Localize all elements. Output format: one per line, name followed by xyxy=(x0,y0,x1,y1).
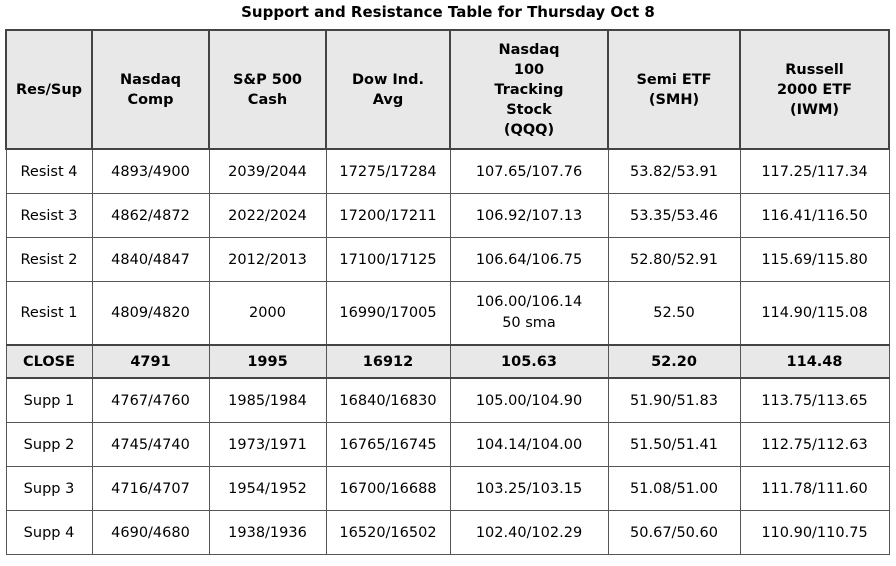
cell-value: 106.00/106.14 xyxy=(475,294,583,310)
cell: 1995 xyxy=(208,344,327,379)
table-row: Supp 2 4745/4740 1973/1971 16765/16745 1… xyxy=(5,422,890,467)
cell: 110.90/110.75 xyxy=(739,510,890,555)
cell: 4840/4847 xyxy=(91,237,210,282)
cell: 53.35/53.46 xyxy=(607,193,741,238)
cell: 51.08/51.00 xyxy=(607,466,741,511)
cell: 114.90/115.08 xyxy=(739,281,890,346)
cell: 106.92/107.13 xyxy=(449,193,609,238)
close-row: CLOSE 4791 1995 16912 105.63 52.20 114.4… xyxy=(5,344,890,379)
cell: 2022/2024 xyxy=(208,193,327,238)
cell: 16765/16745 xyxy=(325,422,451,467)
cell: 50.67/50.60 xyxy=(607,510,741,555)
cell: 4893/4900 xyxy=(91,148,210,194)
support-resistance-table: Res/Sup Nasdaq Comp S&P 500 Cash Dow Ind. A… xyxy=(5,29,890,555)
cell: 107.65/107.76 xyxy=(449,148,609,194)
row-label: Supp 4 xyxy=(5,510,93,555)
cell: 104.14/104.00 xyxy=(449,422,609,467)
table-title: Support and Resistance Table for Thursda… xyxy=(241,3,655,21)
cell: 52.50 xyxy=(607,281,741,346)
cell: 53.82/53.91 xyxy=(607,148,741,194)
cell: 17200/17211 xyxy=(325,193,451,238)
header-qqq: Nasdaq 100 Tracking Stock (QQQ) xyxy=(449,29,609,150)
cell: 2000 xyxy=(208,281,327,346)
cell: 2039/2044 xyxy=(208,148,327,194)
cell: 103.25/103.15 xyxy=(449,466,609,511)
cell: 1954/1952 xyxy=(208,466,327,511)
cell: 16840/16830 xyxy=(325,377,451,423)
cell: 112.75/112.63 xyxy=(739,422,890,467)
table-row: Resist 4 4893/4900 2039/2044 17275/17284… xyxy=(5,148,890,194)
cell: 17100/17125 xyxy=(325,237,451,282)
cell: 4716/4707 xyxy=(91,466,210,511)
cell: 4745/4740 xyxy=(91,422,210,467)
cell: 4690/4680 xyxy=(91,510,210,555)
cell: 105.00/104.90 xyxy=(449,377,609,423)
cell: 2012/2013 xyxy=(208,237,327,282)
cell: 116.41/116.50 xyxy=(739,193,890,238)
cell: 4862/4872 xyxy=(91,193,210,238)
header-smh: Semi ETF (SMH) xyxy=(607,29,741,150)
cell: 16990/17005 xyxy=(325,281,451,346)
cell: 16700/16688 xyxy=(325,466,451,511)
header-dow: Dow Ind. Avg xyxy=(325,29,451,150)
table-row: Supp 3 4716/4707 1954/1952 16700/16688 1… xyxy=(5,466,890,511)
cell: 52.20 xyxy=(607,344,741,379)
cell: 51.90/51.83 xyxy=(607,377,741,423)
cell: 114.48 xyxy=(739,344,890,379)
table-row: Resist 1 4809/4820 2000 16990/17005 106.… xyxy=(5,281,890,346)
cell: 17275/17284 xyxy=(325,148,451,194)
row-label: Supp 1 xyxy=(5,377,93,423)
cell: 4791 xyxy=(91,344,210,379)
header-iwm: Russell 2000 ETF (IWM) xyxy=(739,29,890,150)
row-label: Resist 4 xyxy=(5,148,93,194)
cell: 113.75/113.65 xyxy=(739,377,890,423)
cell: 102.40/102.29 xyxy=(449,510,609,555)
row-label: Resist 1 xyxy=(5,281,93,346)
cell: 106.64/106.75 xyxy=(449,237,609,282)
cell: 16520/16502 xyxy=(325,510,451,555)
cell: 111.78/111.60 xyxy=(739,466,890,511)
row-label: Resist 2 xyxy=(5,237,93,282)
cell: 51.50/51.41 xyxy=(607,422,741,467)
header-res-sup: Res/Sup xyxy=(5,29,93,150)
table-row: Resist 2 4840/4847 2012/2013 17100/17125… xyxy=(5,237,890,282)
table-row: Resist 3 4862/4872 2022/2024 17200/17211… xyxy=(5,193,890,238)
header-sp500: S&P 500 Cash xyxy=(208,29,327,150)
cell: 115.69/115.80 xyxy=(739,237,890,282)
cell: 105.63 xyxy=(449,344,609,379)
header-nasdaq-comp: Nasdaq Comp xyxy=(91,29,210,150)
cell: 106.00/106.14 50 sma xyxy=(449,281,609,346)
row-label: Supp 3 xyxy=(5,466,93,511)
cell: 1973/1971 xyxy=(208,422,327,467)
row-label: CLOSE xyxy=(5,344,93,379)
row-label: Resist 3 xyxy=(5,193,93,238)
cell: 1938/1936 xyxy=(208,510,327,555)
table-row: Supp 4 4690/4680 1938/1936 16520/16502 1… xyxy=(5,510,890,555)
cell: 1985/1984 xyxy=(208,377,327,423)
cell: 117.25/117.34 xyxy=(739,148,890,194)
table-row: Supp 1 4767/4760 1985/1984 16840/16830 1… xyxy=(5,377,890,423)
cell: 52.80/52.91 xyxy=(607,237,741,282)
cell: 4809/4820 xyxy=(91,281,210,346)
header-row: Res/Sup Nasdaq Comp S&P 500 Cash Dow Ind. A… xyxy=(5,29,890,150)
cell-note: 50 sma xyxy=(502,315,556,331)
cell: 16912 xyxy=(325,344,451,379)
row-label: Supp 2 xyxy=(5,422,93,467)
cell: 4767/4760 xyxy=(91,377,210,423)
